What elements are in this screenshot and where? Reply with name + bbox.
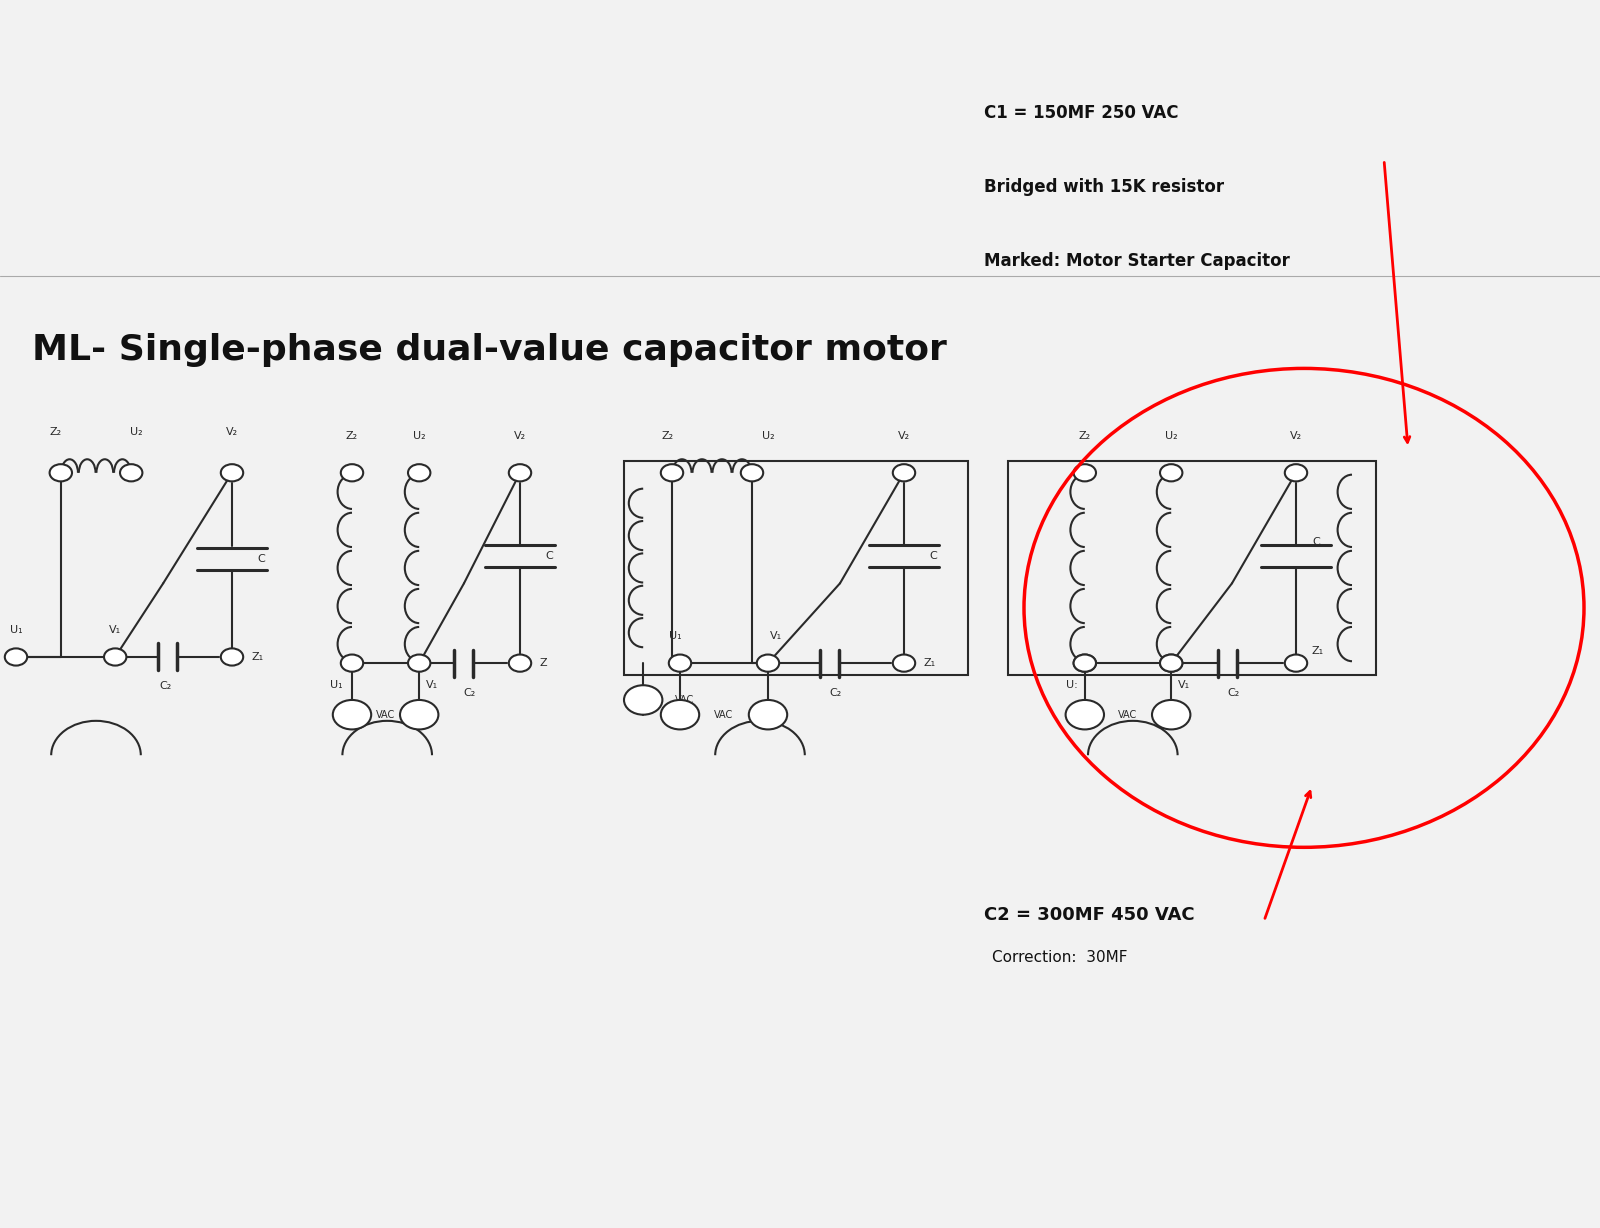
Text: C₂: C₂ [160,682,171,691]
Text: C: C [258,554,266,564]
Circle shape [1074,655,1096,672]
Bar [1008,460,1376,675]
Circle shape [408,655,430,672]
Text: Z₁: Z₁ [1312,646,1325,656]
Text: VAC: VAC [1118,710,1138,720]
Text: Z: Z [539,658,547,668]
Circle shape [741,464,763,481]
Text: Correction:  30MF: Correction: 30MF [992,950,1128,965]
Circle shape [104,648,126,666]
Circle shape [400,700,438,729]
Text: U₂: U₂ [762,431,774,441]
Text: U₂: U₂ [130,427,142,437]
Circle shape [1074,655,1096,672]
Circle shape [341,655,363,672]
Text: U:: U: [1066,680,1078,690]
Text: V₁: V₁ [1178,680,1190,690]
Circle shape [50,464,72,481]
Circle shape [757,655,779,672]
Text: V₂: V₂ [514,431,526,441]
Text: C: C [546,551,554,561]
Circle shape [1066,700,1104,729]
Text: VAC: VAC [376,710,395,720]
Circle shape [893,464,915,481]
Circle shape [624,685,662,715]
Text: C₂: C₂ [1227,688,1240,698]
Circle shape [341,464,363,481]
Text: VAC: VAC [675,695,694,705]
Circle shape [408,464,430,481]
Text: C: C [930,551,938,561]
Text: C1 = 150MF 250 VAC: C1 = 150MF 250 VAC [984,104,1179,123]
Circle shape [120,464,142,481]
Text: V₁: V₁ [426,680,438,690]
Text: Marked: Motor Starter Capacitor: Marked: Motor Starter Capacitor [984,252,1290,270]
Text: C2 = 300MF 450 VAC: C2 = 300MF 450 VAC [984,906,1195,923]
Text: V₂: V₂ [226,427,238,437]
Circle shape [1160,464,1182,481]
Text: Z₂: Z₂ [346,431,358,441]
Circle shape [1074,464,1096,481]
Circle shape [5,648,27,666]
Circle shape [1152,700,1190,729]
Text: VAC: VAC [714,710,734,720]
Circle shape [1160,655,1182,672]
Circle shape [893,655,915,672]
Text: U₁: U₁ [330,680,342,690]
Text: Bridged with 15K resistor: Bridged with 15K resistor [984,178,1224,196]
Text: C₂: C₂ [464,688,475,698]
Text: V₂: V₂ [1290,431,1302,441]
Text: C: C [1312,537,1320,546]
Circle shape [1285,464,1307,481]
Circle shape [509,655,531,672]
Circle shape [661,464,683,481]
Circle shape [749,700,787,729]
Text: ML- Single-phase dual-value capacitor motor: ML- Single-phase dual-value capacitor mo… [32,333,947,367]
Text: U₂: U₂ [413,431,426,441]
Circle shape [1160,655,1182,672]
Text: V₁: V₁ [770,631,782,641]
Text: V₁: V₁ [109,625,122,635]
Circle shape [669,655,691,672]
Circle shape [333,700,371,729]
Text: U₁: U₁ [10,625,22,635]
Text: Z₂: Z₂ [661,431,674,441]
Text: Z₂: Z₂ [1078,431,1091,441]
Text: U₁: U₁ [669,631,682,641]
Text: V₂: V₂ [898,431,910,441]
Circle shape [661,700,699,729]
Bar [624,460,968,675]
Text: Z₁: Z₁ [251,652,264,662]
Text: Z₂: Z₂ [50,427,62,437]
Circle shape [221,464,243,481]
Text: U₂: U₂ [1165,431,1178,441]
Text: Z₁: Z₁ [923,658,936,668]
Circle shape [509,464,531,481]
Text: C₂: C₂ [830,688,842,698]
Circle shape [221,648,243,666]
Circle shape [1285,655,1307,672]
